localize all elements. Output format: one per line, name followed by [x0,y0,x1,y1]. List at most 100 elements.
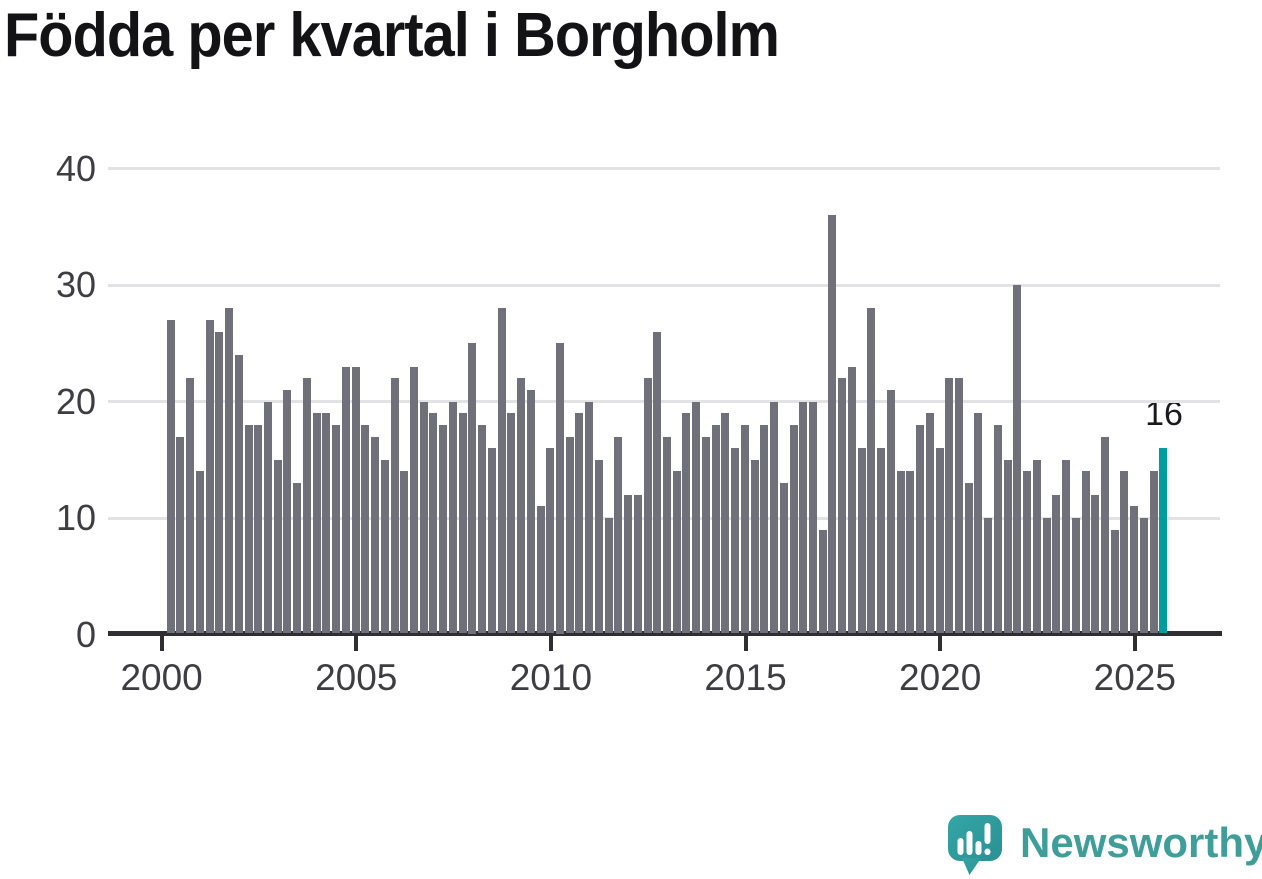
bar [1120,471,1129,634]
bar [351,366,360,634]
bar [633,494,642,634]
bar [215,331,224,634]
x-axis-label: 2000 [120,657,203,698]
bar [361,424,370,634]
bar [429,413,438,634]
bar [458,413,467,634]
bar [663,436,672,634]
bar [517,378,526,634]
bar [205,320,214,634]
bar [332,424,341,634]
brand-name: Newsworthy [1020,819,1262,866]
bar [225,308,234,634]
bar [653,331,662,634]
x-axis-label: 2010 [509,657,593,698]
bar [594,459,603,634]
bar [478,424,487,634]
bar [419,401,428,634]
bar [838,378,847,634]
bar [176,436,185,634]
bar [701,436,710,634]
bar [410,366,418,634]
bar [575,413,584,634]
x-axis-tick [354,636,359,651]
x-axis-label: 2005 [315,657,398,698]
bar [546,448,555,634]
bar [1081,471,1090,634]
bar [186,378,195,634]
x-axis-tick [548,636,553,651]
bar [974,413,983,634]
bar [555,343,564,634]
bar [954,378,963,634]
bar [390,378,399,634]
bar [886,389,895,634]
x-axis-label: 2020 [899,657,982,698]
bar [867,308,876,634]
bar [1032,459,1041,634]
bar [283,389,292,634]
y-axis-label: 40 [55,147,96,189]
x-axis-tick [938,636,943,651]
bar [711,424,720,634]
bar [682,413,691,634]
bar [896,471,905,634]
highlight-bar [1159,448,1168,634]
bar [604,518,613,634]
bar [322,413,331,634]
bar [448,401,457,634]
gridline [108,400,1220,404]
bar [692,401,701,634]
brand-footer: Newsworthy [946,814,1262,876]
bar [964,483,973,634]
bar [439,424,448,634]
bar [1071,518,1080,634]
y-axis-label: 20 [55,380,96,422]
bar [614,436,623,634]
bar [799,401,808,634]
x-axis-tick [1132,636,1137,651]
bar [293,483,302,634]
bar [371,436,380,634]
bar [1013,285,1022,634]
bar [273,459,282,634]
bar [1003,459,1012,634]
bar [536,506,545,634]
bar [809,401,817,634]
bar [264,401,273,634]
x-axis-label: 2025 [1093,657,1176,698]
bar [1052,494,1061,634]
bar [906,471,915,634]
bar [400,471,409,634]
bar [244,424,253,634]
bar [312,413,321,634]
gridline [108,283,1220,287]
bar [254,424,263,634]
bar [818,529,827,634]
chart-title: Födda per kvartal i Borgholm [4,1,780,70]
bar [672,471,681,634]
bar [1042,518,1051,634]
bar [341,366,350,634]
bar [497,308,506,634]
bar [234,355,243,634]
bar [507,413,516,634]
bar [565,436,574,634]
bar [1110,529,1119,634]
bar [302,378,311,634]
gridline [108,167,1220,171]
bar [487,448,496,634]
bar [721,413,730,634]
bar [828,215,837,634]
bar [731,448,740,634]
bar [760,424,769,634]
speech-bubble-bar-chart-exclamation-icon [948,815,1002,875]
bar [1139,518,1148,634]
bar [166,320,175,634]
bar [877,448,886,634]
bar [1149,471,1158,634]
bar [847,366,856,634]
bar [643,378,652,634]
bar [770,401,779,634]
